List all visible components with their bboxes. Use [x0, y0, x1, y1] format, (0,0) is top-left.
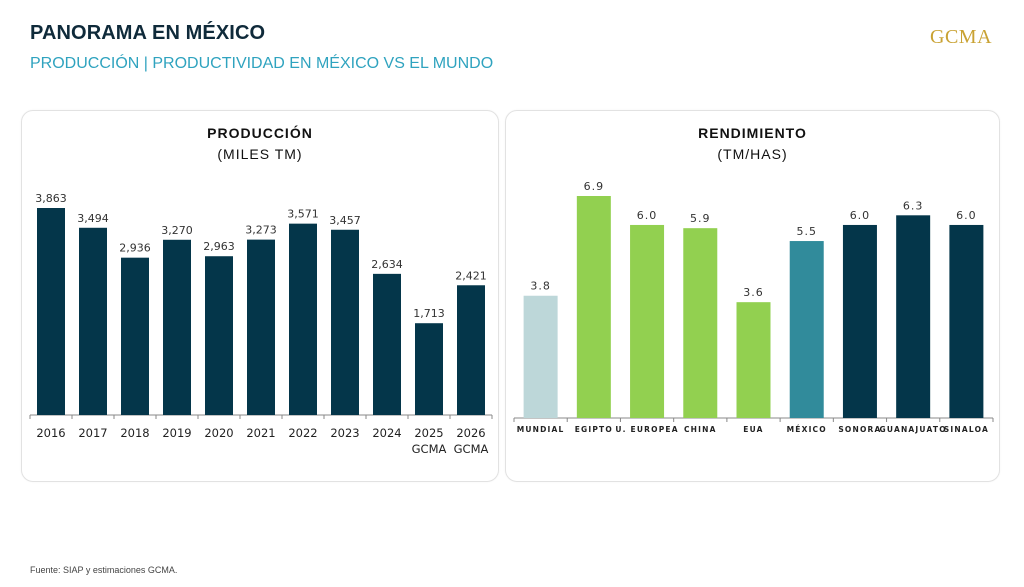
bar-2016	[37, 208, 65, 415]
data-label: 6.3	[903, 199, 924, 212]
data-label: 5.5	[796, 225, 817, 238]
category-label: GCMA	[412, 442, 447, 456]
production-chart-svg: 3,863 2016 3,494 2017 2,936 2018 3,270 2019 2,96…	[29, 192, 493, 456]
data-label: 2,936	[119, 242, 151, 255]
bar-guanajuato	[896, 215, 931, 418]
category-label: 2023	[330, 426, 359, 440]
bar-sinaloa	[949, 224, 984, 418]
data-label: 2,963	[203, 240, 235, 253]
bar-2024	[373, 273, 401, 415]
bar-2021	[247, 239, 275, 415]
gcma-logo: GCMA	[930, 26, 993, 48]
category-label: 2022	[288, 426, 317, 440]
category-label: MUNDIAL	[517, 425, 565, 434]
data-label: 6.0	[850, 209, 871, 222]
data-label: 5.9	[690, 212, 711, 225]
data-label: 1,713	[413, 307, 445, 320]
data-label: 3,273	[245, 224, 277, 237]
category-label: SINALOA	[944, 425, 989, 434]
category-label: 2021	[246, 426, 275, 440]
yield-chart-unit: (TM/HAS)	[717, 146, 788, 162]
data-label: 3,270	[161, 224, 193, 237]
production-chart-panel: PRODUCCIÓN (MILES TM) 3,863 2016 3,494 2017…	[21, 110, 499, 482]
production-chart-unit: (MILES TM)	[217, 146, 303, 162]
category-label: 2026	[456, 426, 485, 440]
category-label: 2016	[36, 426, 65, 440]
category-label: EUA	[743, 425, 763, 434]
data-label: 6.0	[956, 209, 977, 222]
bar-u-europea	[630, 224, 665, 418]
bar-2018	[121, 257, 149, 415]
source-note: Fuente: SIAP y estimaciones GCMA.	[30, 565, 178, 575]
category-label: SONORA	[838, 425, 881, 434]
category-label: CHINA	[684, 425, 717, 434]
bar-egipto	[576, 196, 611, 418]
category-label: U. EUROPEA	[615, 425, 678, 434]
data-label: 2,634	[371, 258, 403, 271]
bar-2022	[289, 223, 317, 415]
bar-m-xico	[789, 241, 824, 418]
bar-2017	[79, 227, 107, 415]
yield-chart-svg: 3.8 MUNDIAL 6.9 EGIPTO 6.0 U. EUROPEA 5.9 CHINA…	[513, 180, 994, 434]
data-label: 3,457	[329, 214, 361, 227]
data-label: 3,863	[35, 192, 67, 205]
production-chart-title: PRODUCCIÓN	[207, 125, 313, 141]
category-label: 2020	[204, 426, 233, 440]
bar-2025	[415, 323, 443, 415]
bar-mundial	[523, 295, 558, 418]
page-title: PANORAMA EN MÉXICO	[30, 22, 266, 44]
yield-chart-panel: RENDIMIENTO (TM/HAS) 3.8 MUNDIAL 6.9 EGIPTO…	[505, 110, 1000, 482]
data-label: 6.9	[584, 180, 605, 193]
category-label: EGIPTO	[575, 425, 613, 434]
data-label: 3.6	[743, 286, 764, 299]
data-label: 3,494	[77, 212, 109, 225]
category-label: MÉXICO	[787, 425, 827, 434]
bar-2026	[457, 285, 485, 415]
bar-sonora	[842, 224, 877, 418]
data-label: 3.8	[530, 280, 551, 293]
bar-china	[683, 228, 718, 418]
data-label: 6.0	[637, 209, 658, 222]
bar-2023	[331, 229, 359, 415]
category-label: 2024	[372, 426, 401, 440]
data-label: 3,571	[287, 208, 319, 221]
category-label: 2018	[120, 426, 149, 440]
page-subtitle: PRODUCCIÓN | PRODUCTIVIDAD EN MÉXICO VS …	[30, 55, 494, 72]
data-label: 2,421	[455, 269, 487, 282]
category-label: GUANAJUATO	[880, 425, 947, 434]
category-label: GCMA	[454, 442, 489, 456]
category-label: 2025	[414, 426, 443, 440]
bar-eua	[736, 302, 771, 418]
bar-2020	[205, 256, 233, 415]
category-label: 2019	[162, 426, 191, 440]
category-label: 2017	[78, 426, 107, 440]
bar-2019	[163, 239, 191, 415]
yield-chart-title: RENDIMIENTO	[698, 125, 807, 141]
